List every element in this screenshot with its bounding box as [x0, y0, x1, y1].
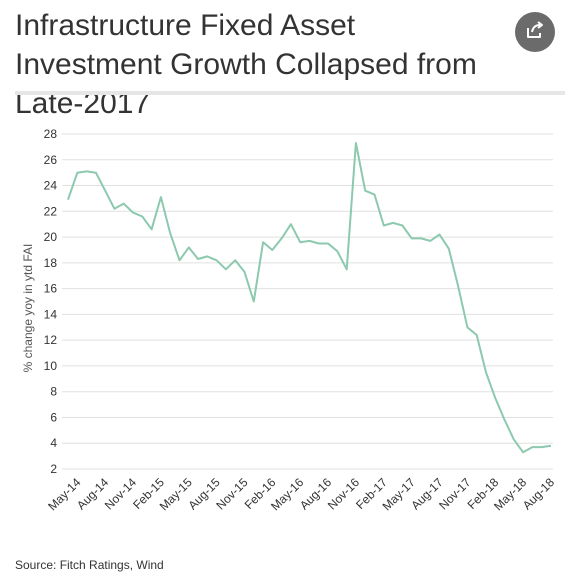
x-tick-label: Aug-18 [520, 475, 557, 512]
title-divider [15, 91, 565, 95]
y-tick-label: 12 [44, 333, 58, 347]
y-tick-label: 2 [50, 462, 57, 476]
y-axis-label: % change yoy in ytd FAI [21, 244, 35, 373]
y-tick-label: 16 [44, 282, 58, 296]
share-button[interactable] [515, 12, 555, 52]
y-tick-label: 8 [50, 385, 57, 399]
y-tick-label: 22 [44, 204, 58, 218]
y-tick-label: 14 [44, 307, 58, 321]
y-tick-label: 26 [44, 153, 58, 167]
source-note: Source: Fitch Ratings, Wind [15, 558, 164, 572]
page-title: Infrastructure Fixed Asset Investment Gr… [15, 9, 477, 120]
y-tick-label: 24 [44, 179, 58, 193]
y-tick-label: 18 [44, 256, 58, 270]
series-line [67, 142, 552, 454]
y-tick-label: 10 [44, 359, 58, 373]
y-tick-label: 4 [50, 436, 57, 450]
share-icon [525, 20, 545, 44]
chart: 2 4 6 8 10 12 14 16 18 20 22 24 26 28 May-14 Aug-14 Nov… [0, 95, 567, 545]
y-tick-label: 20 [44, 230, 58, 244]
y-tick-label: 6 [50, 410, 57, 424]
y-tick-label: 28 [44, 127, 58, 141]
